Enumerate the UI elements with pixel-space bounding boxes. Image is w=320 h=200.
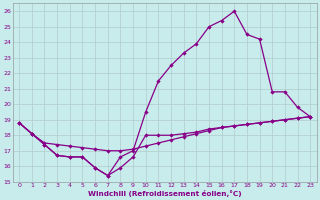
X-axis label: Windchill (Refroidissement éolien,°C): Windchill (Refroidissement éolien,°C) [88,190,242,197]
